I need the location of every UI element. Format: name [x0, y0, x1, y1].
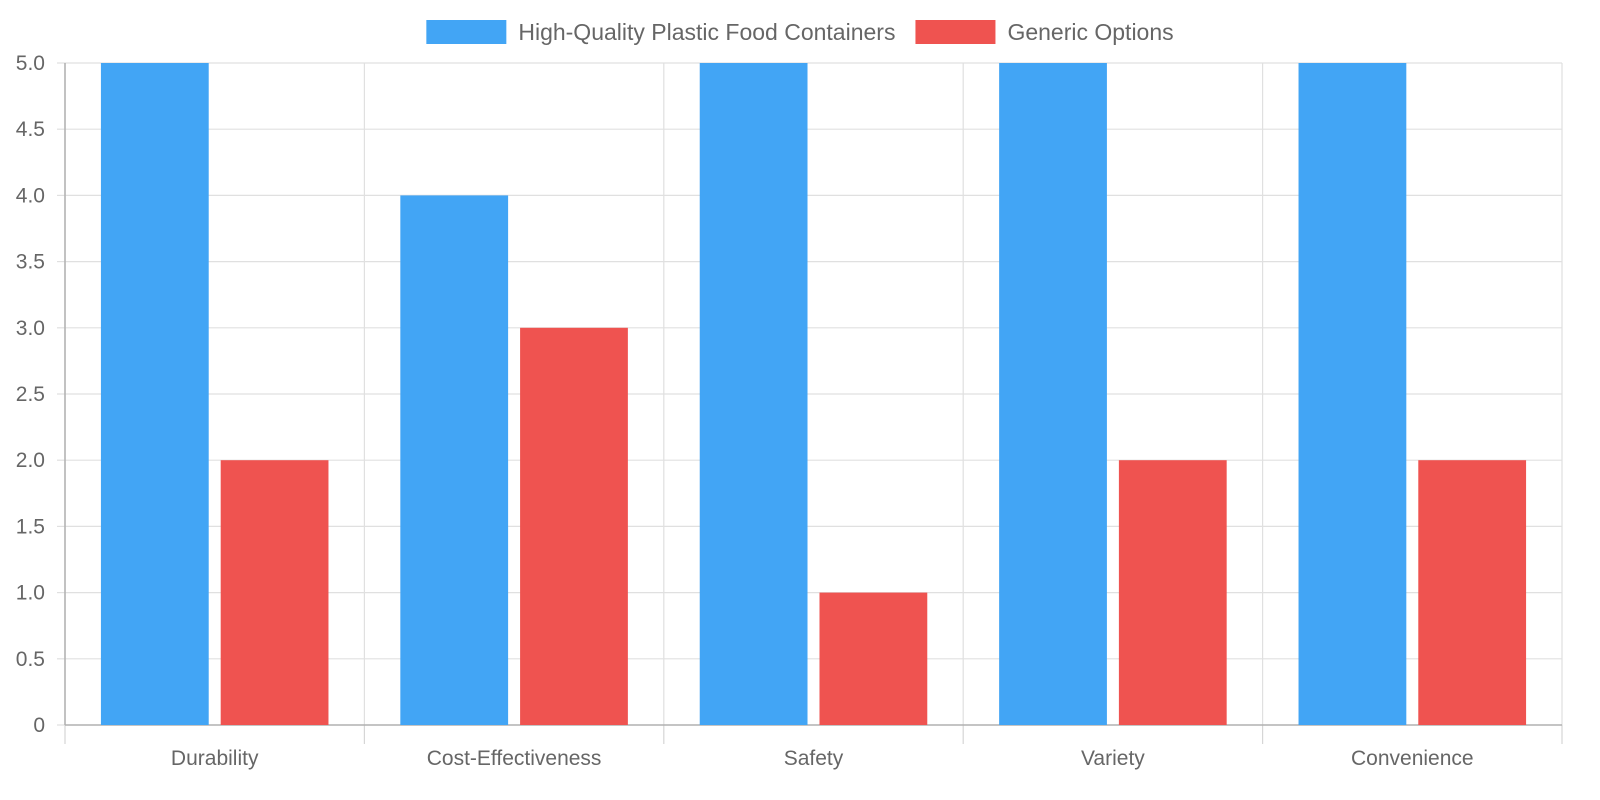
legend-swatch[interactable] [915, 20, 996, 44]
y-tick-label: 4.0 [16, 184, 45, 207]
y-tick-label: 1.5 [16, 515, 45, 538]
x-tick-label: Variety [1081, 747, 1145, 770]
x-axis-tick-labels: Durability Cost-Effectiveness Safety Variet… [171, 747, 1474, 770]
y-tick-label: 1.0 [16, 582, 45, 605]
y-tick-label: 0 [33, 714, 45, 737]
x-tick-label: Safety [784, 747, 844, 770]
y-tick-label: 2.5 [16, 383, 45, 406]
bar-high-quality-variety[interactable] [999, 63, 1107, 725]
legend-swatch[interactable] [426, 20, 507, 44]
bar-high-quality-convenience[interactable] [1298, 63, 1407, 725]
bar-generic-safety[interactable] [819, 592, 928, 725]
bar-high-quality-durability[interactable] [100, 63, 209, 725]
y-tick-label: 5.0 [16, 52, 45, 75]
legend-label: Generic Options [1007, 19, 1173, 45]
legend: High-Quality Plastic Food Containers Gene… [426, 19, 1174, 45]
bar-generic-durability[interactable] [220, 460, 329, 725]
legend-label: High-Quality Plastic Food Containers [518, 19, 895, 45]
bars [100, 63, 1527, 725]
x-tick-label: Durability [171, 747, 259, 770]
y-tick-label: 0.5 [16, 648, 45, 671]
x-tick-label: Convenience [1351, 747, 1474, 770]
y-tick-label: 2.0 [16, 449, 45, 472]
bar-high-quality-cost-effectiveness[interactable] [400, 195, 509, 725]
x-tick-label: Cost-Effectiveness [427, 747, 602, 770]
y-tick-label: 3.0 [16, 317, 45, 340]
y-tick-label: 3.5 [16, 251, 45, 274]
bar-generic-cost-effectiveness[interactable] [520, 327, 628, 725]
y-axis-tick-labels: 0 0.5 1.0 1.5 2.0 2.5 3.0 3.5 4.0 4.5 5.0 [16, 52, 45, 737]
y-tick-label: 4.5 [16, 118, 45, 141]
bar-generic-convenience[interactable] [1418, 460, 1527, 725]
bar-high-quality-safety[interactable] [699, 63, 808, 725]
bar-generic-variety[interactable] [1118, 460, 1227, 725]
